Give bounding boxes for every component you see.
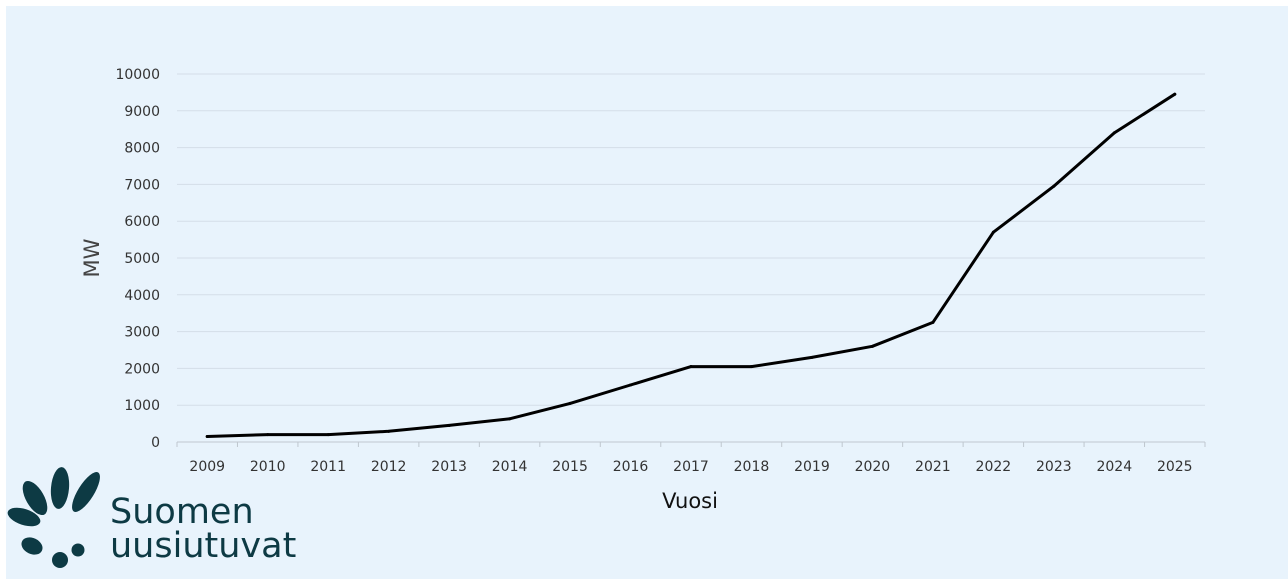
x-tick-label: 2025 — [1157, 459, 1193, 475]
series-lines — [205, 92, 1177, 438]
data-point — [1052, 184, 1056, 188]
x-tick-label: 2010 — [250, 459, 286, 475]
series-line — [205, 92, 1177, 438]
y-tick-label: 7000 — [124, 177, 160, 193]
y-tick-label: 6000 — [124, 214, 160, 230]
data-point — [810, 355, 814, 359]
logo-text-line2: uusiutuvat — [110, 526, 296, 566]
data-point — [870, 344, 874, 348]
data-point — [991, 230, 995, 234]
y-tick-label: 1000 — [124, 398, 160, 414]
data-point — [205, 434, 209, 438]
y-tick-labels: 0 1000 2000 3000 4000 5000 6000 7000 8000 9000 100… — [115, 67, 160, 451]
y-tick-label: 9000 — [124, 104, 160, 120]
logo-text-line1: Suomen — [110, 492, 254, 532]
x-tick-label: 2016 — [613, 459, 649, 475]
x-tick-label: 2015 — [552, 459, 588, 475]
gridlines — [176, 73, 1206, 447]
y-tick-label: 8000 — [124, 141, 160, 157]
x-tick-label: 2012 — [371, 459, 407, 475]
x-tick-labels: 2009 2010 2011 2012 2013 2014 2015 2016 2017 2018… — [189, 459, 1192, 475]
y-tick-label: 10000 — [115, 67, 160, 83]
x-tick-label: 2024 — [1096, 459, 1132, 475]
x-tick-label: 2013 — [431, 459, 467, 475]
x-tick-label: 2021 — [915, 459, 951, 475]
x-tick-label: 2014 — [492, 459, 528, 475]
data-point — [931, 320, 935, 324]
data-point — [568, 401, 572, 405]
data-point — [508, 417, 512, 421]
data-point — [629, 383, 633, 387]
x-tick-label: 2011 — [310, 459, 346, 475]
x-tick-label: 2009 — [189, 459, 225, 475]
x-tick-label: 2023 — [1036, 459, 1072, 475]
data-point — [1112, 131, 1116, 135]
leaf-mark-icon — [7, 467, 100, 568]
data-point — [749, 365, 753, 369]
y-tick-label: 3000 — [124, 325, 160, 341]
x-tick-label: 2019 — [794, 459, 830, 475]
x-tick-label: 2022 — [976, 459, 1012, 475]
y-axis-title: MW — [80, 238, 104, 277]
logo: Suomen uusiutuvat — [7, 467, 296, 568]
x-tick-label: 2018 — [734, 459, 770, 475]
y-tick-label: 5000 — [124, 251, 160, 267]
x-axis-title: Vuosi — [662, 489, 718, 513]
data-point — [326, 433, 330, 437]
x-tick-label: 2017 — [673, 459, 709, 475]
data-point — [1173, 92, 1177, 96]
data-point — [387, 429, 391, 433]
data-point — [689, 365, 693, 369]
data-point — [266, 433, 270, 437]
y-tick-label: 0 — [151, 435, 160, 451]
y-tick-label: 2000 — [124, 361, 160, 377]
data-point — [447, 423, 451, 427]
y-tick-label: 4000 — [124, 288, 160, 304]
x-tick-label: 2020 — [855, 459, 891, 475]
chart-panel — [6, 6, 1288, 579]
